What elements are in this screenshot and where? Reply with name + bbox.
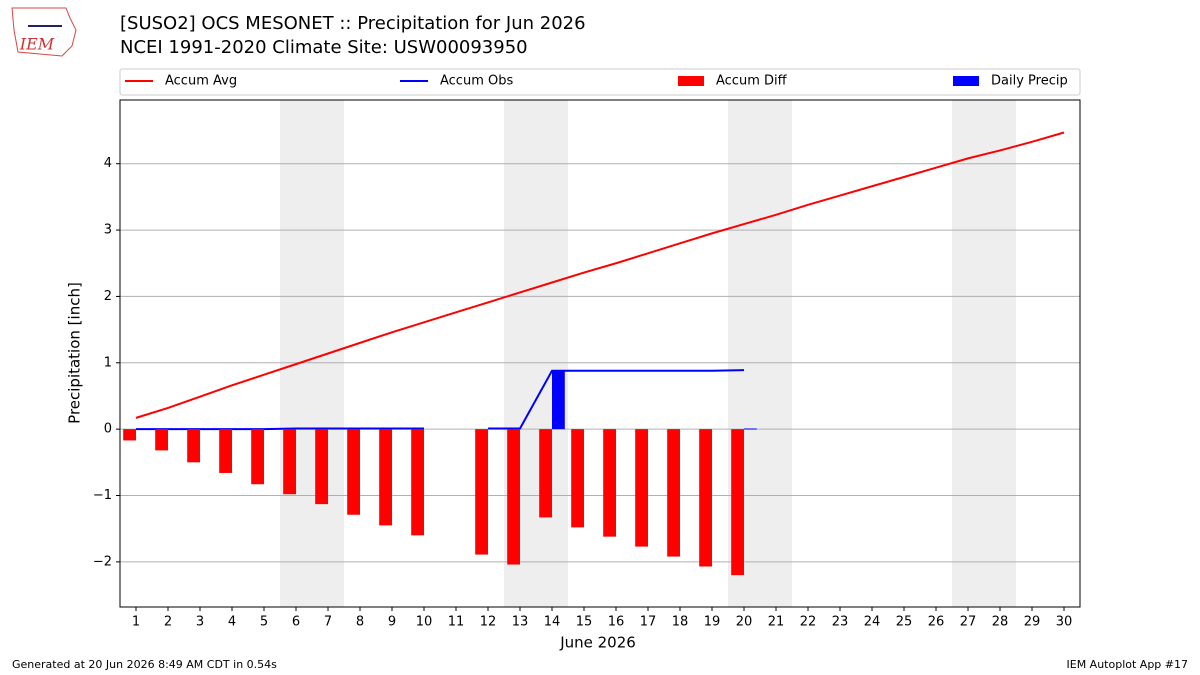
- series-line: [488, 369, 745, 430]
- x-tick-label: 11: [448, 615, 465, 630]
- bar: [539, 429, 552, 518]
- bar: [123, 429, 136, 441]
- x-tick-label: 12: [480, 615, 497, 630]
- bar: [155, 429, 168, 451]
- bar: [571, 429, 584, 528]
- legend-swatch: [953, 76, 979, 86]
- x-tick-label: 14: [544, 615, 561, 630]
- chart-title: [SUSO2] OCS MESONET :: Precipitation for…: [120, 13, 586, 34]
- x-tick-label: 28: [992, 615, 1009, 630]
- legend-label: Accum Avg: [165, 74, 237, 89]
- x-tick-label: 24: [864, 615, 881, 630]
- legend-label: Accum Diff: [716, 74, 788, 89]
- x-tick-label: 26: [928, 615, 945, 630]
- bar: [411, 429, 424, 536]
- x-tick-label: 4: [228, 615, 236, 630]
- plot-background: [120, 100, 1080, 607]
- legend-box: [119, 68, 1081, 96]
- bar: [667, 429, 680, 557]
- x-tick-label: 19: [704, 615, 721, 630]
- x-tick-label: 15: [576, 615, 593, 630]
- y-tick-label: 1: [104, 355, 112, 370]
- bar: [699, 429, 712, 567]
- bar: [475, 429, 488, 555]
- y-tick-label: 3: [104, 223, 112, 238]
- logo: IEM: [11, 7, 77, 57]
- bar: [251, 429, 264, 485]
- x-tick-label: 20: [736, 615, 753, 630]
- bar: [315, 429, 328, 505]
- bar: [731, 429, 744, 576]
- logo-outline: [11, 7, 77, 57]
- x-tick-label: 25: [896, 615, 913, 630]
- plot-frame: [119, 99, 1081, 608]
- x-tick-label: 6: [292, 615, 300, 630]
- legend-swatch: [678, 76, 704, 86]
- x-tick-label: 23: [832, 615, 849, 630]
- series-line: [136, 427, 424, 431]
- y-axis-label: Precipitation [inch]: [66, 282, 84, 424]
- series-line: [135, 131, 1065, 419]
- x-tick-label: 10: [416, 615, 433, 630]
- bar: [219, 429, 232, 473]
- chart-subtitle: NCEI 1991-2020 Climate Site: USW00093950: [120, 37, 528, 58]
- footer-left: Generated at 20 Jun 2026 8:49 AM CDT in …: [12, 658, 277, 671]
- legend-label: Accum Obs: [440, 74, 513, 89]
- x-tick-label: 5: [260, 615, 268, 630]
- bar: [187, 429, 200, 463]
- y-tick-label: −2: [93, 554, 112, 569]
- x-tick-label: 2: [164, 615, 172, 630]
- y-tick-label: 4: [104, 156, 112, 171]
- x-tick-label: 27: [960, 615, 977, 630]
- bar: [347, 429, 360, 515]
- logo-text: IEM: [19, 35, 55, 54]
- x-tick-label: 29: [1024, 615, 1041, 630]
- bar: [603, 429, 616, 537]
- x-tick-label: 8: [356, 615, 364, 630]
- x-tick-label: 13: [512, 615, 529, 630]
- x-tick-label: 22: [800, 615, 817, 630]
- footer-right: IEM Autoplot App #17: [1067, 658, 1189, 671]
- bar: [744, 428, 757, 430]
- x-tick-label: 16: [608, 615, 625, 630]
- x-tick-label: 17: [640, 615, 657, 630]
- y-tick-label: 2: [104, 289, 112, 304]
- x-tick-label: 3: [196, 615, 204, 630]
- x-tick-label: 1: [132, 615, 140, 630]
- weekend-shade: [952, 100, 1016, 607]
- x-axis-label: June 2026: [559, 634, 636, 652]
- bar: [283, 429, 296, 495]
- x-tick-label: 7: [324, 615, 332, 630]
- y-tick-label: 0: [104, 422, 112, 437]
- bar: [507, 429, 520, 565]
- bar: [552, 370, 565, 430]
- bar: [635, 429, 648, 547]
- x-tick-label: 30: [1056, 615, 1073, 630]
- x-tick-label: 21: [768, 615, 785, 630]
- legend-label: Daily Precip: [991, 74, 1068, 89]
- bar: [379, 429, 392, 526]
- x-tick-label: 18: [672, 615, 689, 630]
- y-tick-label: −1: [93, 488, 112, 503]
- weekend-shade: [280, 100, 344, 607]
- x-tick-label: 9: [388, 615, 396, 630]
